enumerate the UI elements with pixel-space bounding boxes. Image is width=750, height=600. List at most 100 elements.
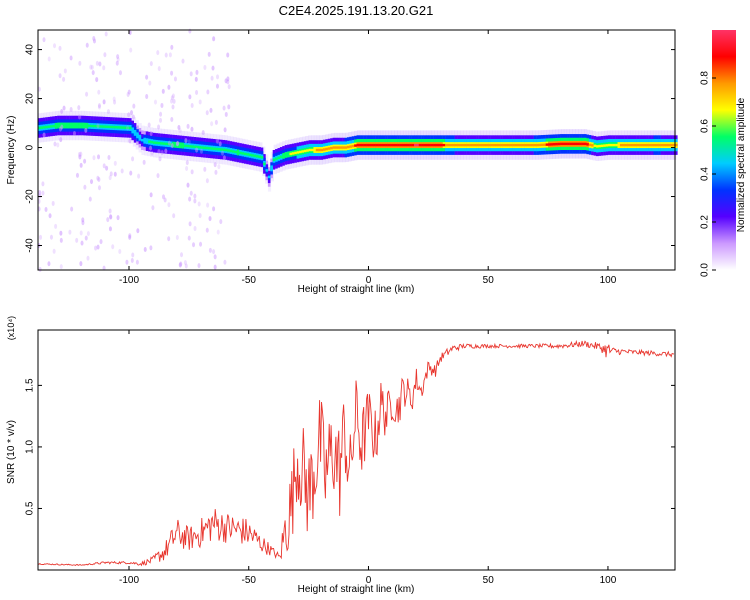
spectrogram-speckle bbox=[170, 95, 174, 101]
spectrogram-cell bbox=[588, 143, 592, 147]
spectrogram-cell bbox=[334, 146, 338, 149]
spectrogram-speckle bbox=[83, 184, 87, 190]
spectrogram-cell bbox=[402, 143, 405, 147]
spectrogram-speckle bbox=[199, 148, 203, 154]
spectrogram-speckle bbox=[156, 50, 160, 56]
spectrogram-speckle bbox=[79, 162, 83, 168]
spectrogram-speckle bbox=[171, 104, 175, 110]
spectrogram-cell bbox=[569, 142, 573, 146]
spectrogram-cell bbox=[299, 150, 302, 154]
spectrogram-speckle bbox=[86, 231, 90, 237]
spectrogram-cell bbox=[354, 144, 357, 147]
spectrogram-speckle bbox=[175, 235, 179, 241]
colorbar-tick-label: 0.2 bbox=[700, 215, 711, 229]
spectrogram-cell bbox=[198, 146, 202, 149]
spectrogram-cell bbox=[294, 151, 297, 155]
spectrogram-speckle bbox=[149, 145, 153, 151]
spectrogram-cell bbox=[49, 125, 53, 128]
spectrogram-speckle bbox=[149, 192, 153, 198]
spectrogram-speckle bbox=[37, 86, 41, 92]
spectrogram-speckle bbox=[197, 201, 201, 207]
spectrogram-speckle bbox=[72, 130, 76, 136]
spectrogram-cell bbox=[564, 142, 568, 146]
spectrogram-cell bbox=[457, 143, 460, 147]
spectrogram-speckle bbox=[96, 244, 100, 250]
spectrogram-cell bbox=[490, 143, 494, 147]
spectrogram-speckle bbox=[132, 103, 136, 109]
spectrogram-cell bbox=[40, 126, 43, 129]
colorbar-tick-label: 0.8 bbox=[700, 71, 711, 85]
spectrogram-speckle bbox=[108, 175, 112, 181]
y-tick-label: 20 bbox=[25, 93, 36, 105]
spectrogram-cell bbox=[428, 143, 431, 147]
spectrogram-speckle bbox=[219, 219, 223, 225]
spectrogram-cell bbox=[658, 143, 661, 147]
spectrogram-cell bbox=[301, 150, 305, 153]
spectrogram-cell bbox=[459, 143, 463, 147]
y-tick-label: 0.5 bbox=[25, 501, 36, 515]
snr-y-ticks: 0.5 1.0 1.5 bbox=[25, 378, 675, 515]
spectrogram-speckle bbox=[153, 99, 157, 105]
spectrogram-cell bbox=[540, 143, 544, 147]
spectrogram-speckle bbox=[143, 246, 147, 252]
spectrogram-cell bbox=[437, 143, 441, 147]
spectrogram-cell bbox=[126, 126, 130, 130]
spectrogram-cell bbox=[265, 169, 269, 172]
spectrogram-cell bbox=[191, 145, 194, 148]
spectrogram-cell bbox=[610, 143, 613, 147]
spectrogram-cell bbox=[275, 157, 278, 161]
spectrogram-speckle bbox=[62, 76, 66, 82]
spectrogram-cell bbox=[346, 145, 350, 149]
spectrogram-cell bbox=[217, 148, 221, 151]
spectrogram-speckle bbox=[193, 226, 197, 232]
spectrogram-cell bbox=[148, 140, 151, 143]
spectrogram-x-ticks: -100 -50 0 50 100 bbox=[119, 30, 617, 286]
spectrogram-speckle bbox=[222, 105, 226, 111]
spectrogram-cell bbox=[622, 143, 625, 147]
spectrogram-cell bbox=[579, 142, 582, 146]
spectrogram-speckle bbox=[63, 68, 67, 74]
spectrogram-cell bbox=[629, 143, 633, 147]
spectrogram-cell bbox=[320, 148, 324, 152]
spectrogram-cell bbox=[524, 143, 527, 147]
spectrogram-speckle bbox=[159, 111, 163, 117]
spectrogram-cell bbox=[332, 146, 336, 149]
spectrogram-speckle bbox=[78, 60, 82, 66]
spectrogram-cell bbox=[303, 149, 307, 153]
spectrogram-speckle bbox=[104, 31, 108, 37]
x-tick-label: -100 bbox=[119, 275, 139, 286]
spectrogram-speckle bbox=[188, 28, 192, 34]
spectrogram-speckle bbox=[212, 36, 216, 42]
spectrogram-cell bbox=[545, 143, 549, 146]
spectrogram-speckle bbox=[224, 78, 228, 84]
spectrogram-speckle bbox=[149, 245, 153, 251]
spectrogram-cell bbox=[119, 126, 123, 129]
spectrogram-speckle bbox=[210, 121, 214, 127]
spectrogram-cell bbox=[435, 143, 439, 147]
spectrogram-speckle bbox=[109, 214, 113, 220]
spectrogram-speckle bbox=[188, 221, 192, 227]
spectrogram-cell bbox=[260, 156, 264, 159]
spectrogram-cell bbox=[397, 143, 400, 147]
spectrogram-cell bbox=[373, 143, 376, 147]
spectrogram-cell bbox=[375, 143, 379, 147]
spectrogram-speckle bbox=[98, 61, 102, 67]
spectrogram-speckle bbox=[213, 162, 217, 168]
spectrogram-speckle bbox=[89, 64, 93, 70]
spectrogram-speckle bbox=[113, 160, 117, 166]
spectrogram-cell bbox=[133, 131, 137, 135]
spectrogram-speckle bbox=[78, 114, 82, 120]
spectrogram-cell bbox=[449, 143, 453, 147]
spectrogram-cell bbox=[157, 141, 161, 145]
spectrogram-speckle bbox=[163, 197, 167, 203]
colorbar-tick-label: 0.4 bbox=[700, 167, 711, 181]
spectrogram-speckle bbox=[157, 66, 161, 72]
spectrogram-cell bbox=[243, 152, 247, 156]
spectrogram-cell bbox=[473, 143, 477, 147]
spectrogram-speckle bbox=[206, 89, 210, 95]
spectrogram-cell bbox=[263, 162, 266, 166]
spectrogram-cell bbox=[59, 124, 63, 127]
spectrogram-speckle bbox=[223, 259, 227, 265]
spectrogram-speckle bbox=[210, 75, 214, 81]
spectrogram-cell bbox=[361, 143, 364, 147]
